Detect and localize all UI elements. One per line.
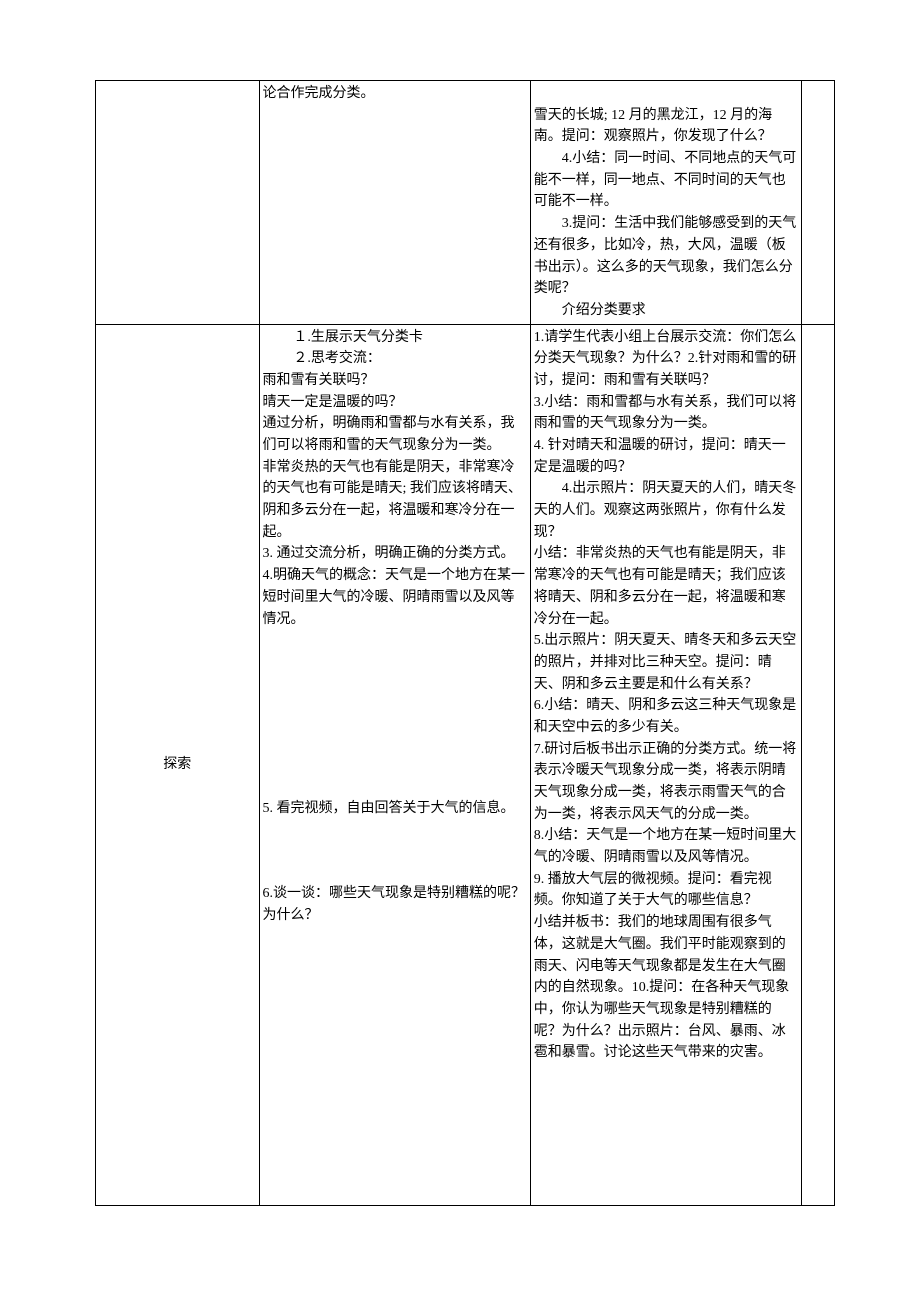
paragraph: 4.出示照片：阴天夏天的人们，晴天冬天的人们。观察这两张照片，你有什么发现？ <box>534 478 798 543</box>
paragraph: 非常炎热的天气也有能是阴天，非常寒冷的天气也有可能是晴天; 我们应该将晴天、阴和… <box>263 457 527 544</box>
row2-col1-header: 探索 <box>96 324 260 1205</box>
paragraph: 5. 看完视频，自由回答关于大气的信息。 <box>263 798 527 820</box>
paragraph: 6.谈一谈：哪些天气现象是特别糟糕的呢？为什么？ <box>263 883 527 926</box>
cell-content <box>802 325 834 329</box>
spacer <box>534 83 798 105</box>
paragraph: 4. 针对晴天和温暖的研讨，提问：晴天一定是温暖的吗？ <box>534 435 798 478</box>
paragraph: 介绍分类要求 <box>534 300 798 322</box>
paragraph: 6.小结：晴天、阴和多云这三种天气现象是和天空中云的多少有关。 <box>534 695 798 738</box>
row2-col3: 1.请学生代表小组上台展示交流：你们怎么分类天气现象？为什么？2.针对雨和雪的研… <box>530 324 801 1205</box>
row1-col3: 雪天的长城; 12 月的黑龙江，12 月的海南。提问：观察照片，你发现了什么？ … <box>530 81 801 325</box>
row1-col4 <box>801 81 834 325</box>
spacer <box>263 926 527 960</box>
row2-col2: １.生展示天气分类卡 ２.思考交流： 雨和雪有关联吗？ 晴天一定是温暖的吗？ 通… <box>259 324 530 1205</box>
spacer <box>263 630 527 798</box>
paragraph: 小结：非常炎热的天气也有能是阴天，非常寒冷的天气也有可能是晴天；我们应该将晴天、… <box>534 543 798 630</box>
paragraph: 雪天的长城; 12 月的黑龙江，12 月的海南。提问：观察照片，你发现了什么？ <box>534 105 798 148</box>
paragraph: 小结并板书：我们的地球周围有很多气体，这就是大气圈。我们平时能观察到的雨天、闪电… <box>534 912 798 1064</box>
paragraph: 5.出示照片：阴天夏天、晴冬天和多云天空的照片，并排对比三种天空。提问：晴天、阴… <box>534 630 798 695</box>
paragraph: 论合作完成分类。 <box>263 83 527 105</box>
paragraph: 3. 通过交流分析，明确正确的分类方式。 <box>263 543 527 565</box>
paragraph: 1.请学生代表小组上台展示交流：你们怎么分类天气现象？为什么？2.针对雨和雪的研… <box>534 327 798 392</box>
paragraph: 4.小结：同一时间、不同地点的天气可能不一样，同一地点、不同时间的天气也可能不一… <box>534 148 798 213</box>
cell-content <box>96 81 259 85</box>
paragraph: ２.思考交流： <box>263 348 527 370</box>
paragraph: 雨和雪有关联吗？ <box>263 370 527 392</box>
spacer <box>263 820 527 883</box>
table-row: 论合作完成分类。 雪天的长城; 12 月的黑龙江，12 月的海南。提问：观察照片… <box>96 81 835 325</box>
paragraph: 8.小结：天气是一个地方在某一短时间里大气的冷暖、阴晴雨雪以及风等情况。 <box>534 825 798 868</box>
cell-content <box>802 81 834 85</box>
paragraph: 9. 播放大气层的微视频。提问：看完视频。你知道了关于大气的哪些信息？ <box>534 869 798 912</box>
row1-col1 <box>96 81 260 325</box>
row2-col4 <box>801 324 834 1205</box>
paragraph: 7.研讨后板书出示正确的分类方式。统一将表示冷暖天气现象分成一类，将表示阴晴天气… <box>534 739 798 826</box>
paragraph: 4.明确天气的概念：天气是一个地方在某一短时间里大气的冷暖、阴晴雨雪以及风等情况… <box>263 565 527 630</box>
paragraph: 3.小结：雨和雪都与水有关系，我们可以将雨和雪的天气现象分为一类。 <box>534 392 798 435</box>
paragraph: 晴天一定是温暖的吗？ <box>263 392 527 414</box>
paragraph: １.生展示天气分类卡 <box>263 327 527 349</box>
paragraph: 3.提问：生活中我们能够感受到的天气还有很多，比如冷，热，大风，温暖（板书出示）… <box>534 213 798 300</box>
table-row: 探索 １.生展示天气分类卡 ２.思考交流： 雨和雪有关联吗？ 晴天一定是温暖的吗… <box>96 324 835 1205</box>
section-title: 探索 <box>163 754 191 776</box>
lesson-plan-table: 论合作完成分类。 雪天的长城; 12 月的黑龙江，12 月的海南。提问：观察照片… <box>95 80 835 1206</box>
row1-col2: 论合作完成分类。 <box>259 81 530 325</box>
paragraph: 通过分析，明确雨和雪都与水有关系，我们可以将雨和雪的天气现象分为一类。 <box>263 413 527 456</box>
